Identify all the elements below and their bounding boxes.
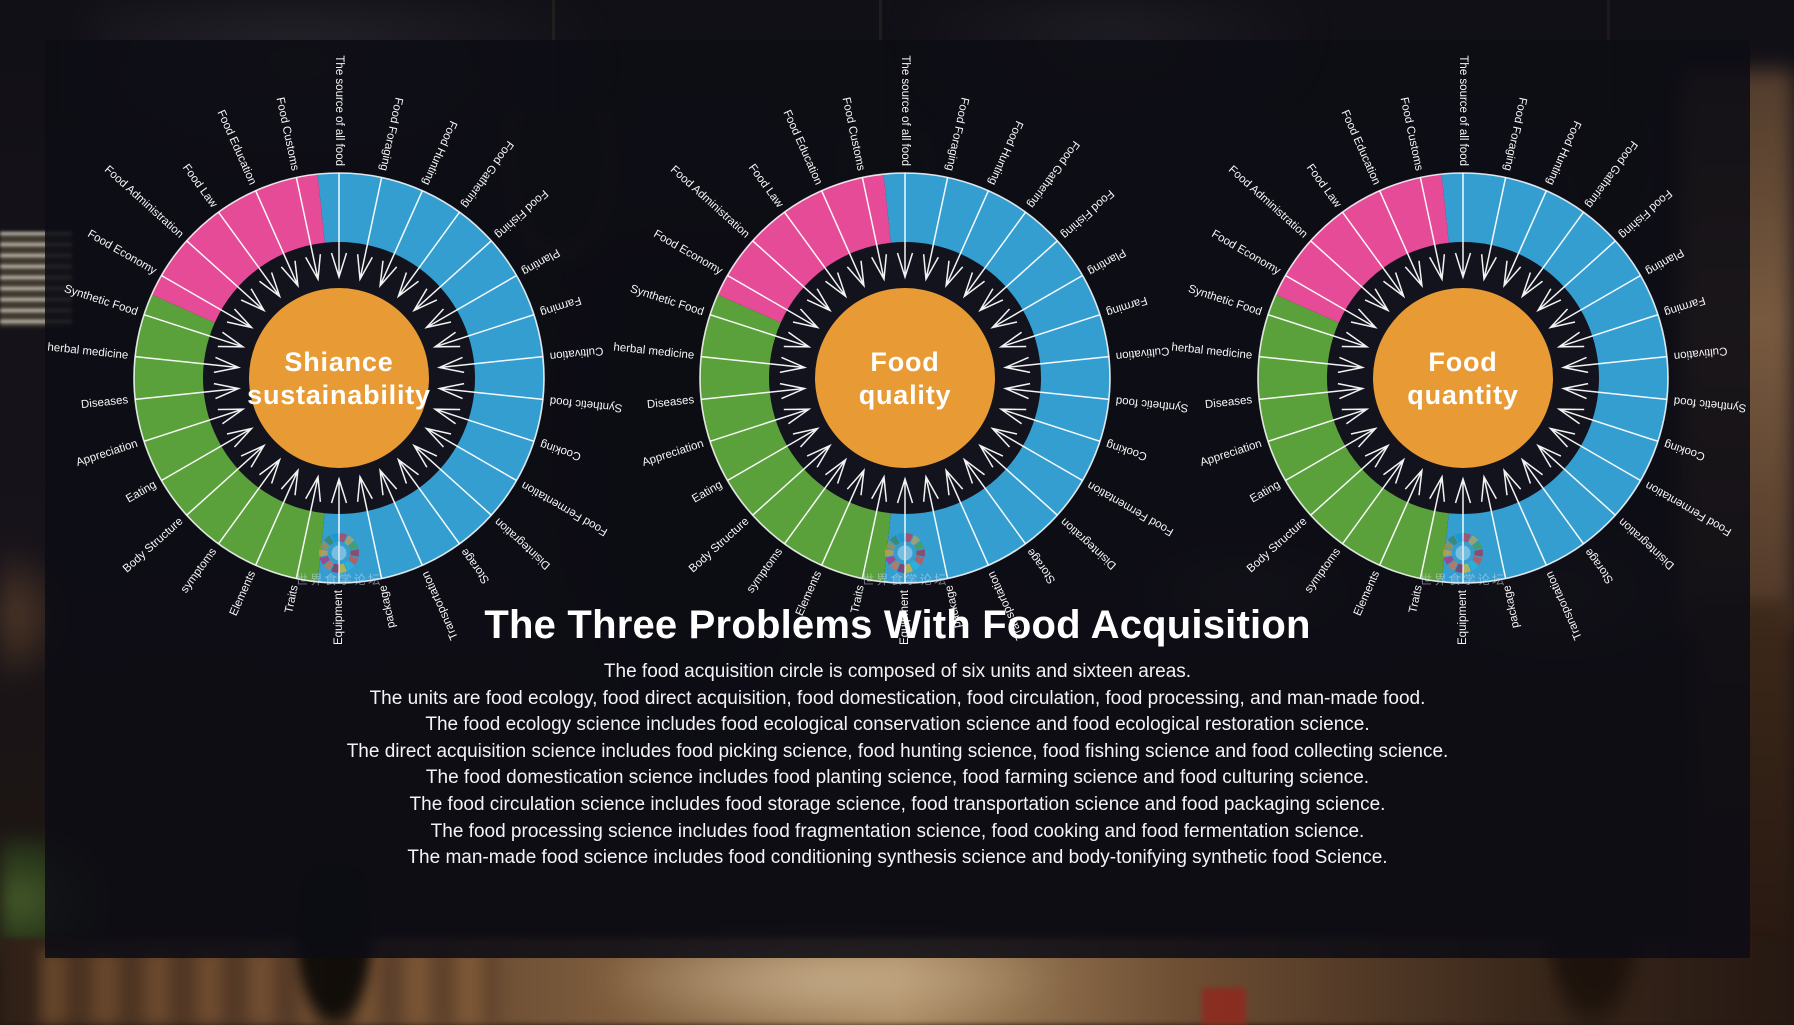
caption-line: The man-made food science includes food …: [407, 847, 1388, 869]
caption-line: The units are food ecology, food direct …: [369, 687, 1426, 709]
caption-line: The food ecology science includes food e…: [425, 714, 1370, 736]
caption-line: The food circulation science includes fo…: [409, 793, 1386, 815]
caption-line: The food processing science includes foo…: [430, 820, 1365, 842]
caption-line: The food domestication science includes …: [425, 767, 1370, 789]
photo-dishes: [40, 950, 500, 1025]
caption-line: The direct acquisition science includes …: [346, 740, 1449, 762]
poster-title: The Three Problems With Food Acquisition: [484, 603, 1311, 647]
photo-cloth: [600, 948, 1060, 1025]
photo-red-label: [1202, 988, 1246, 1025]
caption-block: The Three Problems With Food Acquisition…: [45, 603, 1750, 872]
caption-line: The food acquisition circle is composed …: [603, 661, 1192, 682]
